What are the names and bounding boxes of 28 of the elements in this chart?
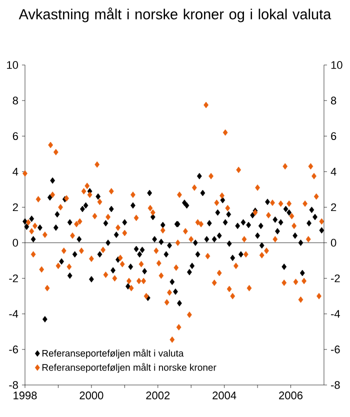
y2-tick-label: -2 xyxy=(331,274,340,282)
y-tick-label: 6 xyxy=(12,132,18,140)
y-tick-label: 4 xyxy=(12,168,18,176)
y-tick-label: 10 xyxy=(7,61,18,69)
x-tick-label: 2002 xyxy=(146,392,170,400)
x-tick-label: 2004 xyxy=(212,392,236,400)
x-tick-label: 2000 xyxy=(80,392,104,400)
y-tick-label: 0 xyxy=(12,238,18,247)
y2-tick-label: 8 xyxy=(330,96,336,104)
y-tick-label: 2 xyxy=(12,203,18,212)
legend-label: Referanseporteføljen målt i valuta xyxy=(42,348,184,359)
y2-tick-label: 2 xyxy=(331,203,336,212)
y-tick-label: -4 xyxy=(9,310,18,318)
y2-tick-label: 10 xyxy=(331,61,342,69)
x-tick-label: 2006 xyxy=(279,392,303,400)
y-tick-label: -8 xyxy=(9,381,18,389)
y2-tick-label: 4 xyxy=(330,168,336,176)
y-tick-label: 8 xyxy=(12,96,18,104)
y2-tick-label: 0 xyxy=(330,238,336,247)
x-tick-label: 1998 xyxy=(14,392,37,400)
legend-label: Referanseporteføljen målt i norske kroner xyxy=(42,363,216,373)
y2-tick-label: 6 xyxy=(331,132,336,140)
chart-title: Avkastning målt i norske kroner og i lokal valuta xyxy=(18,8,332,22)
y2-tick-label: -8 xyxy=(331,381,340,389)
y2-tick-label: -6 xyxy=(331,346,340,354)
y-tick-label: -2 xyxy=(9,274,18,282)
y-tick-label: -6 xyxy=(9,346,18,354)
y2-tick-label: -4 xyxy=(331,310,340,318)
